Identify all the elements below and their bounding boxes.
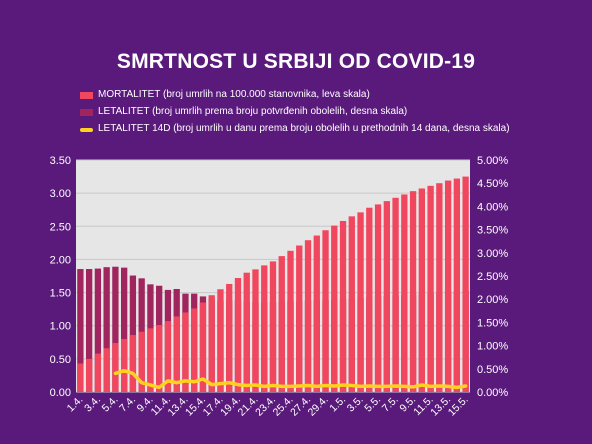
bar-mortalitet (313, 235, 320, 392)
bar-mortalitet (121, 338, 128, 392)
bar-mortalitet (304, 240, 312, 392)
bar-mortalitet (77, 363, 84, 392)
bar-mortalitet (112, 342, 119, 392)
x-tick-label: 3.4. (82, 394, 103, 415)
y-right-tick-label: 1.00% (477, 341, 508, 353)
bar-mortalitet (339, 220, 347, 392)
y-left-tick-label: 3.50 (50, 155, 71, 167)
y-right-tick-label: 3.00% (477, 248, 508, 260)
legend-label-letalitet: LETALITET (broj umrlih prema broju potvr… (98, 106, 408, 117)
y-right-tick-label: 5.00% (477, 155, 508, 167)
y-left-tick-label: 1.50 (50, 288, 71, 300)
bar-mortalitet (357, 212, 364, 392)
bar-mortalitet (392, 197, 399, 392)
bar-mortalitet (278, 256, 285, 392)
chart-legend: MORTALITET (broj umrlih na 100.000 stano… (80, 89, 520, 140)
bar-mortalitet (182, 312, 189, 392)
bar-mortalitet (252, 269, 259, 392)
bar-letalitet (94, 268, 102, 392)
bar-mortalitet (418, 188, 425, 392)
x-tick-label: 1.5. (327, 394, 348, 415)
y-right-tick-label: 1.50% (477, 317, 508, 329)
bar-mortalitet (296, 245, 303, 392)
y-left-tick-label: 1.00 (50, 321, 71, 333)
legend-swatch-letalitet (80, 109, 93, 116)
bar-mortalitet (261, 265, 268, 392)
bar-letalitet (121, 267, 128, 392)
bar-mortalitet (374, 204, 382, 392)
y-left-tick-label: 0.50 (50, 354, 71, 366)
y-right-tick-label: 3.50% (477, 225, 508, 237)
bar-mortalitet (366, 207, 373, 392)
x-tick-label: 5.4. (100, 394, 121, 415)
line-letalitet-14d (113, 368, 468, 390)
bar-mortalitet (348, 216, 355, 392)
legend-swatch-mortalitet (80, 92, 93, 99)
bar-mortalitet (147, 328, 154, 392)
legend-item-letalitet: LETALITET (broj umrlih prema broju potvr… (80, 106, 520, 118)
bar-mortalitet (129, 334, 137, 392)
legend-item-mortalitet: MORTALITET (broj umrlih na 100.000 stano… (80, 89, 520, 101)
bar-mortalitet (401, 194, 408, 392)
bar-mortalitet (322, 230, 329, 392)
x-tick-label: 7.4. (117, 394, 138, 415)
y-right-tick-label: 2.50% (477, 271, 508, 283)
bar-mortalitet (269, 261, 277, 392)
bar-mortalitet (208, 295, 215, 392)
bar-mortalitet (234, 277, 242, 392)
x-tick-label: 5.5. (362, 394, 383, 415)
bar-mortalitet (156, 325, 163, 392)
bar-letalitet (129, 275, 137, 392)
bar-mortalitet (453, 178, 461, 392)
bar-mortalitet (287, 250, 294, 392)
chart-title: SMRTNOST U SRBIJI OD COVID-19 (116, 50, 476, 73)
x-tick-label: 7.5. (380, 394, 401, 415)
bar-mortalitet (94, 353, 102, 392)
bar-mortalitet (409, 191, 417, 392)
y-right-tick-label: 0.50% (477, 364, 508, 376)
bar-mortalitet (462, 176, 469, 392)
bar-letalitet (112, 266, 119, 392)
bar-mortalitet (173, 316, 180, 392)
bar-mortalitet (243, 272, 250, 392)
bar-letalitet (77, 269, 84, 392)
bar-mortalitet (164, 321, 172, 392)
bar-mortalitet (427, 185, 434, 392)
y-right-tick-label: 0.00% (477, 387, 508, 399)
bar-mortalitet (436, 183, 443, 392)
x-tick-label: 3.5. (345, 394, 366, 415)
bar-letalitet (103, 267, 110, 392)
legend-label-mortalitet: MORTALITET (broj umrlih na 100.000 stano… (98, 89, 370, 100)
y-right-tick-label: 4.50% (477, 178, 508, 190)
y-left-tick-label: 3.00 (50, 188, 71, 200)
bar-mortalitet (85, 358, 93, 392)
legend-line-letalitet-14d (80, 128, 93, 132)
bar-mortalitet (199, 302, 207, 392)
bar-mortalitet (138, 331, 145, 392)
legend-item-letalitet-14d: LETALITET 14D (broj umrlih u danu prema … (80, 123, 520, 135)
bar-mortalitet (103, 348, 110, 392)
y-left-tick-label: 2.00 (50, 254, 71, 266)
legend-label-letalitet-14d: LETALITET 14D (broj umrlih u danu prema … (98, 123, 510, 134)
y-left-tick-label: 2.50 (50, 221, 71, 233)
bar-mortalitet (191, 308, 198, 392)
bar-letalitet (85, 269, 93, 392)
bar-mortalitet (331, 225, 338, 392)
y-right-tick-label: 4.00% (477, 201, 508, 213)
y-right-tick-label: 2.00% (477, 294, 508, 306)
x-tick-label: 15.5. (446, 394, 471, 419)
bar-mortalitet (217, 289, 224, 392)
y-left-tick-label: 0.00 (50, 387, 71, 399)
bar-mortalitet (383, 201, 390, 392)
bar-mortalitet (444, 180, 452, 392)
bar-mortalitet (226, 283, 233, 392)
